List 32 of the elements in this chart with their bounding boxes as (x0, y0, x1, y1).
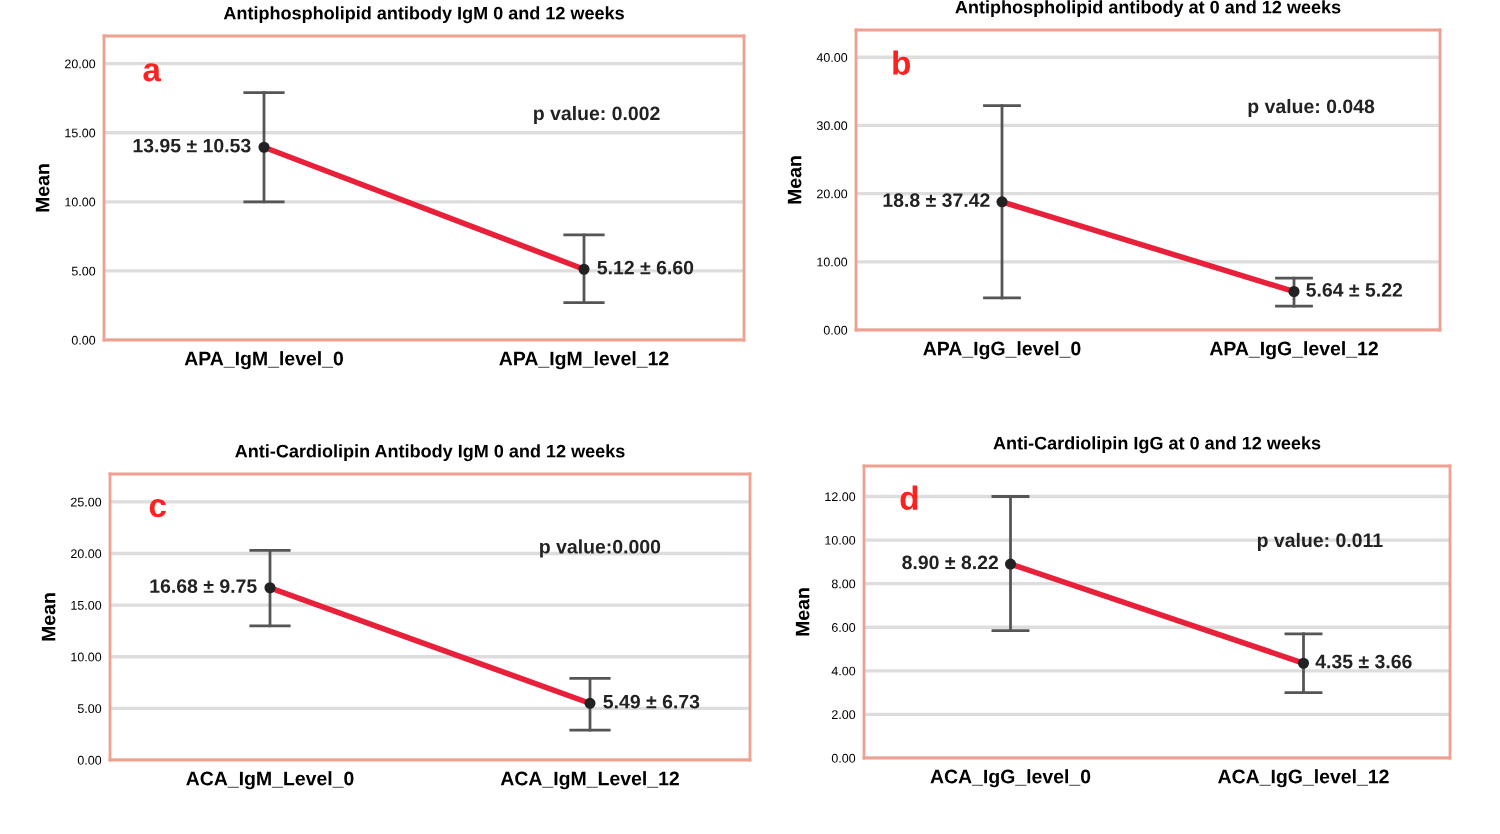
data-label: 4.35 ± 3.66 (1315, 654, 1412, 669)
x-tick-label: ACA_IgG_level_0 (930, 769, 1091, 788)
data-label: 18.8 ± 37.42 (883, 193, 990, 208)
data-label: 5.12 ± 6.60 (597, 260, 694, 275)
x-tick-label: ACA_IgG_level_12 (1218, 769, 1389, 788)
data-label: 13.95 ± 10.53 (133, 138, 251, 153)
y-axis-title: Mean (795, 588, 810, 636)
annotation: p value:0.000 (540, 539, 661, 558)
annotation: b (893, 50, 911, 75)
x-tick-label: ACA_IgM_Level_0 (186, 771, 354, 790)
chart-title: Antiphospholipid antibody IgM 0 and 12 weeks (223, 6, 624, 24)
chart-title: Anti-Cardiolipin Antibody IgM 0 and 12 weeks (235, 444, 625, 462)
annotation: a (143, 63, 162, 82)
annotation: c (149, 499, 166, 518)
data-label: 8.90 ± 8.22 (902, 555, 999, 570)
x-tick-label: APA_IgM_level_0 (184, 351, 344, 370)
data-label: 5.64 ± 5.22 (1306, 283, 1403, 297)
data-label: 16.68 ± 9.75 (150, 579, 257, 593)
x-tick-label: APA_IgG_level_12 (1209, 341, 1378, 360)
x-tick-label: ACA_IgM_Level_12 (500, 771, 679, 790)
annotation: p value: 0.048 (1248, 98, 1375, 118)
y-axis-title: Mean (787, 156, 802, 204)
chart-title: Anti-Cardiolipin IgG at 0 and 12 weeks (993, 436, 1321, 454)
annotation: p value: 0.002 (534, 105, 660, 125)
data-label: 5.49 ± 6.73 (603, 694, 700, 709)
chart-title: Antiphospholipid antibody at 0 and 12 weeks (955, 0, 1341, 18)
annotation: d (900, 485, 918, 510)
y-axis-title: Mean (35, 164, 50, 212)
x-tick-label: APA_IgG_level_0 (923, 341, 1081, 360)
x-tick-label: APA_IgM_level_12 (499, 351, 669, 370)
annotation: p value: 0.011 (1257, 532, 1383, 551)
y-axis-title: Mean (41, 593, 56, 641)
